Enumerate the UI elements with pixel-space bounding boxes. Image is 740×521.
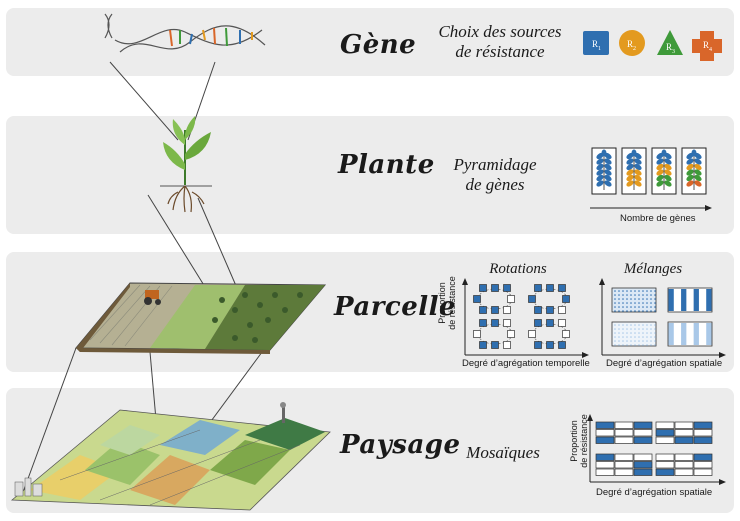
paysage-x-label: Degré d’agrégation spatiale (596, 487, 713, 498)
gene-label-r4: R4 (703, 40, 712, 53)
mosaic-grid (595, 453, 653, 476)
rotation-cycle (528, 284, 570, 314)
mixture-dotted (611, 321, 657, 347)
plante-description-line2: de gènes (465, 175, 525, 194)
wheat-card (591, 147, 617, 195)
plante-description-line1: Pyramidage (453, 155, 537, 174)
paysage-y-arrow (587, 414, 593, 421)
plant-illustration (160, 116, 212, 213)
tractor-icon (144, 290, 161, 305)
dna-illustration (104, 13, 266, 53)
gene-label-r3: R3 (666, 42, 675, 55)
mixture-striped (667, 321, 713, 347)
mosaic-grid (655, 453, 713, 476)
mixture-dotted (611, 287, 657, 313)
gene-description-line2: de résistance (455, 42, 545, 61)
gene-icon-r4 (692, 31, 722, 61)
rotation-cycle (473, 319, 515, 349)
parcel-illustration (74, 282, 327, 354)
rotation-cycle (473, 284, 515, 314)
mixture-striped (667, 287, 713, 313)
gene-band (6, 8, 734, 76)
plante-axis-label: Nombre de gènes (620, 213, 696, 224)
melanges-x-arrow (719, 352, 726, 358)
melanges-y-arrow (599, 278, 605, 285)
gene-icon-r1 (583, 31, 609, 55)
paysage-title: Paysage (340, 430, 461, 460)
wheat-card (681, 147, 707, 195)
gene-label-r2: R2 (627, 39, 636, 52)
gene-description: Choix des sources de résistance (430, 22, 570, 62)
parcelle-x-label-spatial: Degré d’agrégation spatiale (606, 358, 723, 369)
paysage-description: Mosaïques (458, 443, 548, 463)
melanges-title: Mélanges (623, 261, 683, 277)
parcelle-title: Parcelle (334, 292, 457, 322)
parcelle-x-label-temporal: Degré d’agrégation temporelle (462, 358, 590, 369)
mosaic-grid (655, 421, 713, 444)
gene-icon-r3 (657, 30, 683, 55)
mosaic-grid (595, 421, 653, 444)
paysage-description-line1: Mosaïques (466, 443, 540, 462)
gene-label-r1: R1 (592, 39, 601, 52)
paysage-x-arrow (719, 479, 726, 485)
wheat-card (621, 147, 647, 195)
plante-title: Plante (338, 150, 435, 180)
gene-title: Gène (340, 30, 417, 60)
plante-description: Pyramidage de gènes (450, 155, 540, 195)
rotations-y-arrow (462, 278, 468, 285)
gene-description-line1: Choix des sources (438, 22, 562, 41)
landscape-illustration (10, 402, 331, 511)
rotations-title: Rotations (489, 261, 547, 277)
rotations-x-arrow (582, 352, 589, 358)
plante-axis-arrow (705, 205, 712, 211)
gene-icon-r2 (619, 30, 645, 56)
wheat-card (651, 147, 677, 195)
rotation-cycle (528, 319, 570, 349)
